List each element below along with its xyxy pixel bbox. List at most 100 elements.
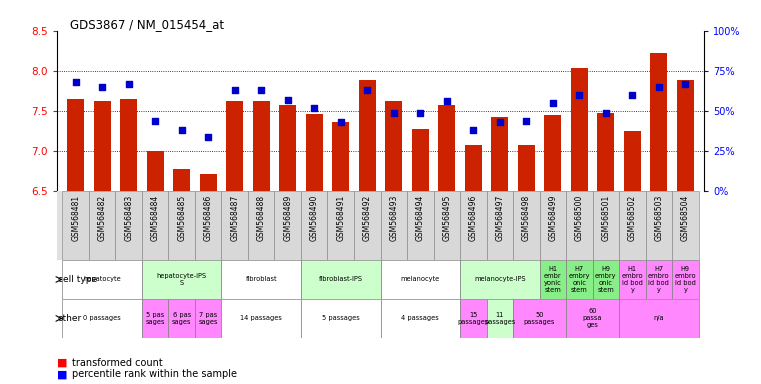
- Text: H9
embry
onic
stem: H9 embry onic stem: [595, 266, 616, 293]
- Point: [282, 97, 294, 103]
- Text: transformed count: transformed count: [72, 358, 163, 368]
- Point: [600, 109, 612, 116]
- Text: GSM568496: GSM568496: [469, 195, 478, 241]
- Bar: [566, 260, 593, 299]
- Text: 14 passages: 14 passages: [240, 315, 282, 321]
- Text: cell type: cell type: [58, 275, 97, 284]
- Bar: [301, 299, 380, 338]
- Bar: [517, 145, 535, 191]
- Bar: [434, 191, 460, 260]
- Point: [255, 87, 267, 93]
- Text: GSM568504: GSM568504: [681, 195, 690, 241]
- Bar: [460, 260, 540, 299]
- Bar: [306, 114, 323, 191]
- Bar: [486, 299, 513, 338]
- Bar: [460, 191, 486, 260]
- Point: [228, 87, 240, 93]
- Text: other: other: [58, 314, 82, 323]
- Bar: [593, 191, 619, 260]
- Bar: [142, 191, 168, 260]
- Text: GSM568481: GSM568481: [71, 195, 80, 241]
- Text: GSM568499: GSM568499: [549, 195, 557, 241]
- Bar: [540, 191, 566, 260]
- Bar: [650, 53, 667, 191]
- Point: [546, 100, 559, 106]
- Bar: [619, 191, 645, 260]
- Point: [414, 109, 426, 116]
- Point: [123, 81, 135, 87]
- Bar: [438, 105, 455, 191]
- Point: [202, 134, 215, 140]
- Text: GSM568494: GSM568494: [416, 195, 425, 241]
- Bar: [380, 260, 460, 299]
- Point: [335, 119, 347, 125]
- Bar: [407, 191, 434, 260]
- Text: GSM568488: GSM568488: [256, 195, 266, 241]
- Point: [149, 118, 161, 124]
- Bar: [221, 299, 301, 338]
- Bar: [279, 104, 296, 191]
- Text: GSM568482: GSM568482: [97, 195, 107, 241]
- Bar: [513, 299, 566, 338]
- Bar: [624, 131, 641, 191]
- Bar: [354, 191, 380, 260]
- Point: [494, 119, 506, 125]
- Bar: [385, 101, 403, 191]
- Text: GSM568489: GSM568489: [283, 195, 292, 241]
- Point: [441, 98, 453, 104]
- Text: hepatocyte: hepatocyte: [83, 276, 121, 283]
- Bar: [597, 113, 614, 191]
- Bar: [358, 81, 376, 191]
- Point: [308, 105, 320, 111]
- Bar: [94, 101, 111, 191]
- Bar: [195, 299, 221, 338]
- Text: 4 passages: 4 passages: [401, 315, 439, 321]
- Bar: [486, 191, 513, 260]
- Text: H9
embro
id bod
y: H9 embro id bod y: [674, 266, 696, 293]
- Bar: [120, 99, 137, 191]
- Text: H1
embro
id bod
y: H1 embro id bod y: [622, 266, 643, 293]
- Bar: [513, 191, 540, 260]
- Text: GSM568491: GSM568491: [336, 195, 345, 241]
- Text: 60
passa
ges: 60 passa ges: [583, 308, 603, 328]
- Bar: [619, 260, 645, 299]
- Text: GSM568484: GSM568484: [151, 195, 160, 241]
- Bar: [332, 122, 349, 191]
- Text: GSM568492: GSM568492: [363, 195, 371, 241]
- Bar: [672, 260, 699, 299]
- Text: H7
embry
onic
stem: H7 embry onic stem: [568, 266, 590, 293]
- Point: [387, 109, 400, 116]
- Text: GSM568497: GSM568497: [495, 195, 505, 241]
- Bar: [593, 260, 619, 299]
- Text: 7 pas
sages: 7 pas sages: [199, 312, 218, 325]
- Bar: [116, 191, 142, 260]
- Bar: [380, 191, 407, 260]
- Bar: [142, 299, 168, 338]
- Text: n/a: n/a: [654, 315, 664, 321]
- Text: 15
passages: 15 passages: [457, 312, 489, 325]
- Bar: [380, 299, 460, 338]
- Bar: [168, 191, 195, 260]
- Text: 11
passages: 11 passages: [484, 312, 515, 325]
- Point: [653, 84, 665, 90]
- Text: GSM568502: GSM568502: [628, 195, 637, 241]
- Bar: [89, 191, 116, 260]
- Text: GSM568493: GSM568493: [390, 195, 398, 241]
- Bar: [619, 299, 699, 338]
- Text: fibroblast-IPS: fibroblast-IPS: [319, 276, 363, 283]
- Point: [521, 118, 533, 124]
- Bar: [301, 191, 327, 260]
- Text: GSM568486: GSM568486: [204, 195, 212, 241]
- Text: GDS3867 / NM_015454_at: GDS3867 / NM_015454_at: [70, 18, 224, 31]
- Bar: [491, 118, 508, 191]
- Bar: [62, 260, 142, 299]
- Text: 50
passages: 50 passages: [524, 312, 556, 325]
- Text: GSM568485: GSM568485: [177, 195, 186, 241]
- Bar: [645, 191, 672, 260]
- Bar: [275, 191, 301, 260]
- Bar: [677, 81, 694, 191]
- Bar: [301, 260, 380, 299]
- Text: GSM568495: GSM568495: [442, 195, 451, 241]
- Text: melanocyte-IPS: melanocyte-IPS: [474, 276, 526, 283]
- Text: 6 pas
sages: 6 pas sages: [172, 312, 192, 325]
